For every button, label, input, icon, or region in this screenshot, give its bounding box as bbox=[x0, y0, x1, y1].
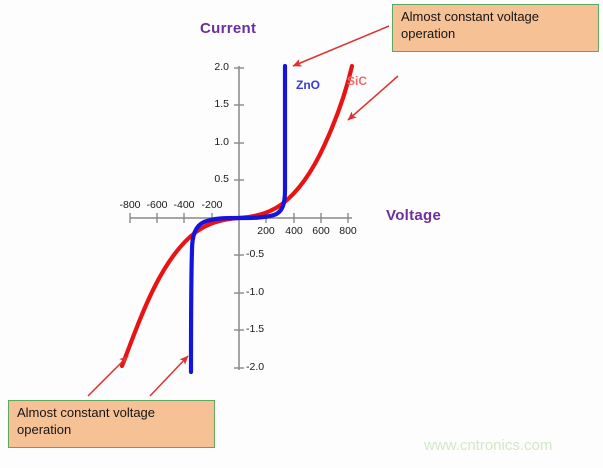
arrow-to-zno-bottom bbox=[149, 355, 189, 397]
series-label-sic: SiC bbox=[347, 74, 368, 88]
x-tick-label: 200 bbox=[257, 225, 275, 237]
callout-top-constant-voltage: Almost constant voltage operation bbox=[392, 4, 599, 52]
y-axis-ticks bbox=[234, 67, 244, 369]
y-tick-label: -1.0 bbox=[246, 286, 265, 298]
curve-zno bbox=[188, 63, 288, 375]
y-tick-label: 1.5 bbox=[214, 98, 229, 110]
x-axis-title: Voltage bbox=[386, 207, 442, 224]
x-tick-label: 400 bbox=[285, 225, 303, 237]
x-tick-label: -800 bbox=[119, 199, 141, 211]
arrow-to-sic-bottom bbox=[87, 355, 129, 397]
y-tick-label: 1.0 bbox=[214, 136, 229, 148]
series-label-zno: ZnO bbox=[296, 78, 320, 92]
x-tick-label: -600 bbox=[146, 199, 168, 211]
y-tick-label: 2.0 bbox=[214, 61, 229, 73]
y-tick-label: -1.5 bbox=[246, 323, 265, 335]
x-tick-label: 800 bbox=[339, 225, 357, 237]
y-tick-label: -0.5 bbox=[246, 248, 265, 260]
callout-arrows bbox=[87, 25, 399, 397]
y-axis-title: Current bbox=[200, 20, 257, 37]
x-tick-label: 600 bbox=[312, 225, 330, 237]
watermark: www.cntronics.com bbox=[424, 437, 553, 454]
arrow-to-zno-top bbox=[292, 25, 390, 67]
x-tick-label: -200 bbox=[201, 199, 223, 211]
callout-bottom-constant-voltage: Almost constant voltage operation bbox=[8, 400, 215, 448]
y-tick-label: 0.5 bbox=[214, 173, 229, 185]
y-tick-label: -2.0 bbox=[246, 361, 265, 373]
x-tick-label: -400 bbox=[173, 199, 195, 211]
arrow-to-sic-top bbox=[347, 75, 399, 121]
